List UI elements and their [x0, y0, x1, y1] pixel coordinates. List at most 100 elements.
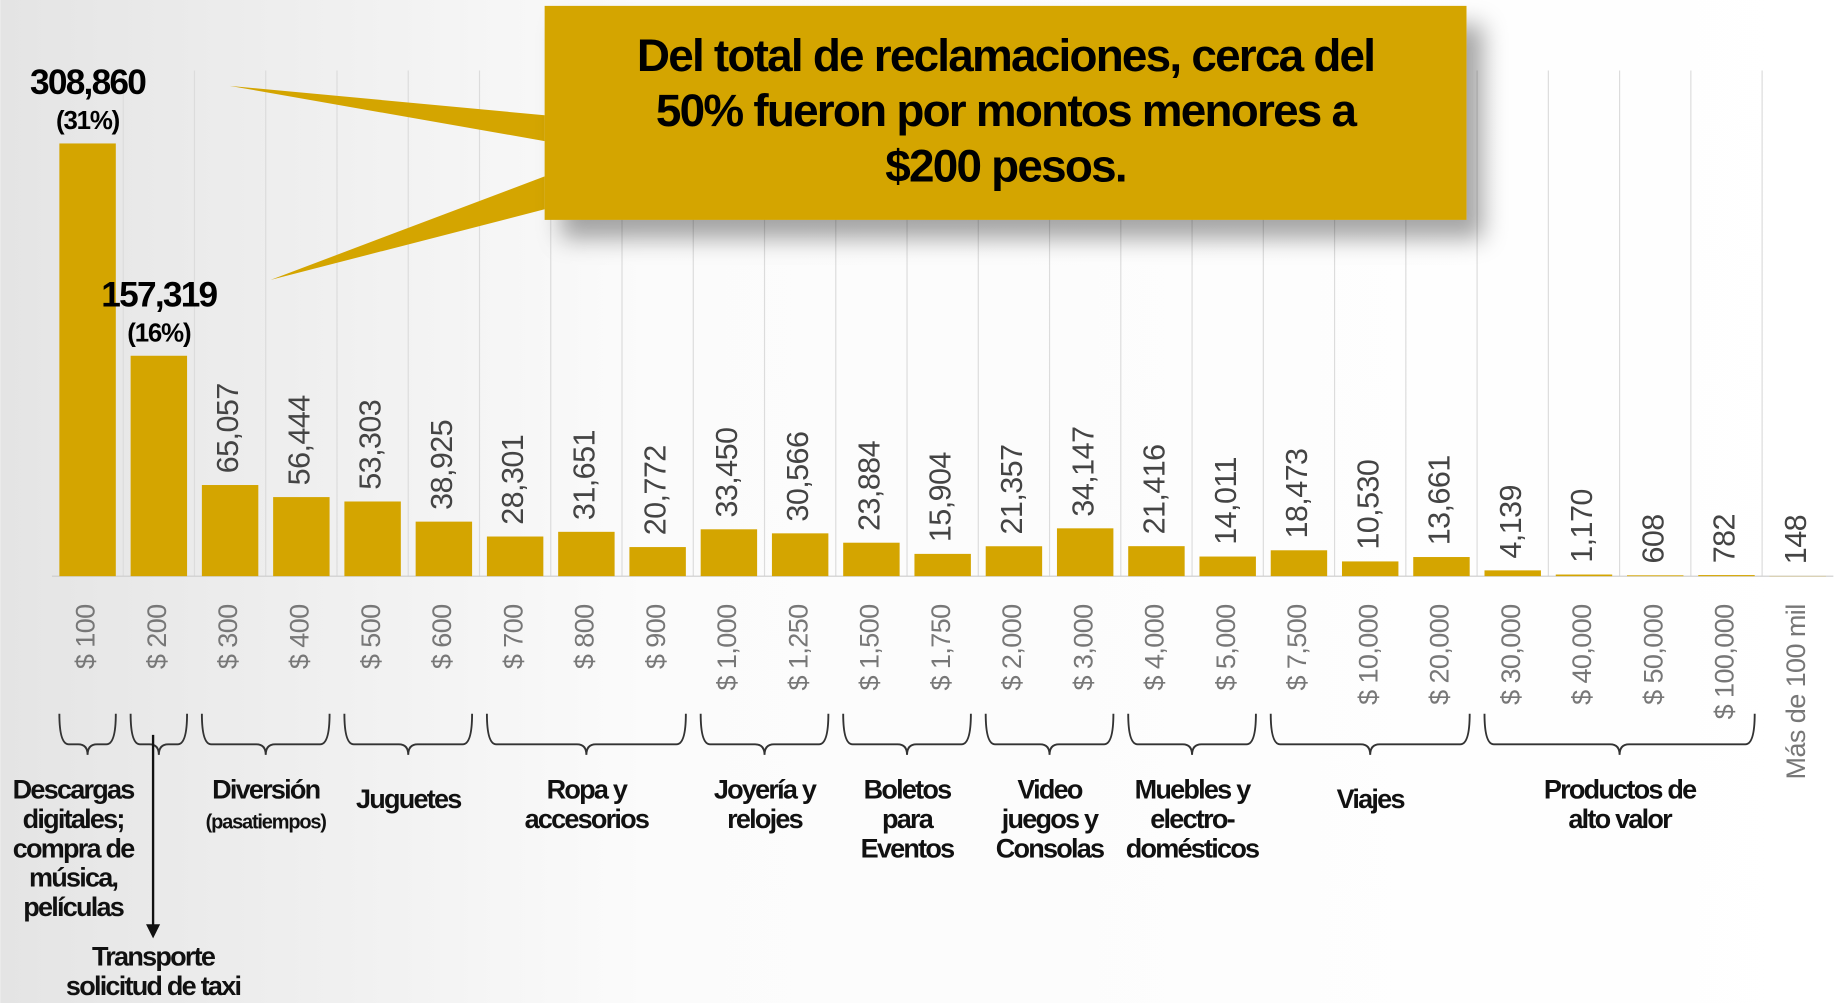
group-brace: [129, 713, 189, 755]
group-label: Transporte: [92, 941, 216, 971]
x-tick-label: $ 400: [284, 604, 314, 669]
value-label: 148: [1779, 515, 1813, 564]
group-label: Diversión: [212, 774, 320, 804]
x-tick-label: $ 700: [498, 604, 528, 669]
callout-text: $200 pesos.: [885, 139, 1126, 191]
x-tick-label: $ 200: [142, 604, 172, 669]
bar: [486, 536, 544, 577]
x-tick-label: $ 600: [427, 604, 457, 669]
bar: [59, 143, 116, 577]
value-label: 18,473: [1280, 449, 1314, 539]
value-label: 65,057: [211, 383, 245, 473]
group-label: digitales;: [23, 804, 124, 834]
bar: [1341, 561, 1399, 577]
bar: [1056, 528, 1114, 577]
bar: [629, 547, 686, 577]
bar: [985, 546, 1043, 577]
value-label: 23,884: [852, 440, 886, 531]
value-label: 21,357: [995, 445, 1029, 535]
x-tick-label: $ 5,000: [1211, 604, 1241, 690]
bar: [1627, 575, 1684, 577]
callout-pointer: [270, 176, 545, 280]
x-tick-label: $ 4,000: [1140, 604, 1170, 690]
group-label: películas: [23, 892, 124, 922]
group-brace: [1127, 713, 1257, 755]
value-label: 13,661: [1423, 455, 1457, 545]
bar: [273, 497, 330, 577]
x-tick-label: $ 100: [71, 604, 101, 669]
bar: [415, 521, 473, 577]
x-tick-label: $ 500: [356, 604, 386, 669]
group-label: solicitud de taxi: [66, 971, 241, 1001]
group-label: Boletos: [864, 774, 952, 804]
x-tick-label: $ 50,000: [1638, 604, 1668, 705]
group-brace: [699, 713, 830, 755]
callout-text: 50% fueron por montos menores a: [656, 84, 1358, 136]
x-tick-label: $ 300: [213, 604, 243, 669]
group-label: Juguetes: [356, 784, 461, 814]
bar: [1698, 575, 1755, 577]
group-label: Productos de: [1544, 774, 1697, 804]
share-label: (16%): [127, 319, 191, 347]
value-label: 782: [1708, 514, 1742, 563]
bar: [700, 529, 758, 577]
value-label: 30,566: [781, 432, 815, 522]
x-tick-label: $ 20,000: [1425, 604, 1455, 705]
x-tick-label: $ 800: [570, 604, 600, 669]
x-tick-label: $ 1,000: [712, 604, 742, 690]
group-label: relojes: [727, 804, 803, 834]
value-label: 34,147: [1066, 427, 1100, 517]
value-label: 20,772: [639, 445, 673, 535]
group-brace: [1483, 713, 1756, 755]
group-label: juegos y: [1001, 804, 1099, 834]
group-label: alto valor: [1568, 804, 1673, 834]
bar: [1128, 546, 1185, 577]
bar: [344, 501, 401, 577]
bar: [201, 485, 259, 577]
share-label: (31%): [56, 107, 120, 135]
value-label: 10,530: [1351, 460, 1385, 550]
callout-text: Del total de reclamaciones, cerca del: [637, 29, 1374, 81]
x-tick-label: Más de 100 mil: [1781, 604, 1811, 779]
bar: [1484, 570, 1541, 577]
bar: [130, 355, 188, 577]
bar: [1270, 550, 1328, 577]
x-tick-label: $ 3,000: [1068, 604, 1098, 690]
callout-box: [544, 5, 1467, 220]
x-tick-label: $ 900: [641, 604, 671, 669]
value-label: 157,319: [101, 275, 217, 314]
x-tick-label: $ 40,000: [1567, 604, 1597, 705]
value-label: 53,303: [354, 400, 388, 490]
group-label: compra de: [13, 833, 136, 863]
x-tick-label: $ 1,250: [783, 604, 813, 690]
x-tick-label: $ 7,500: [1282, 604, 1312, 690]
value-label: 31,651: [567, 430, 601, 520]
arrow-head: [146, 924, 161, 939]
x-tick-label: $ 100,000: [1710, 604, 1740, 719]
x-tick-label: $ 30,000: [1496, 604, 1526, 705]
bar: [771, 533, 829, 577]
group-brace: [1269, 713, 1471, 755]
group-brace: [842, 713, 972, 755]
group-sublabel: (pasatiempos): [206, 811, 327, 833]
value-label: 14,011: [1209, 457, 1243, 545]
group-label: Ropa y: [547, 774, 628, 804]
group-label: accesorios: [525, 804, 649, 834]
group-label: Video: [1017, 774, 1083, 804]
bar: [914, 553, 971, 577]
value-label: 4,139: [1494, 485, 1528, 559]
x-tick-label: $ 1,500: [855, 604, 885, 690]
group-label: Muebles y: [1135, 774, 1252, 804]
group-brace: [984, 713, 1115, 755]
group-label: domésticos: [1126, 833, 1259, 863]
bar: [1555, 574, 1613, 577]
x-tick-label: $ 10,000: [1353, 604, 1383, 705]
group-brace: [485, 713, 687, 755]
bar: [558, 531, 615, 577]
bar: [843, 542, 900, 577]
group-label: electro-: [1150, 804, 1234, 834]
group-label: para: [882, 804, 935, 834]
bar: [1413, 557, 1470, 577]
x-tick-label: $ 1,750: [926, 604, 956, 690]
